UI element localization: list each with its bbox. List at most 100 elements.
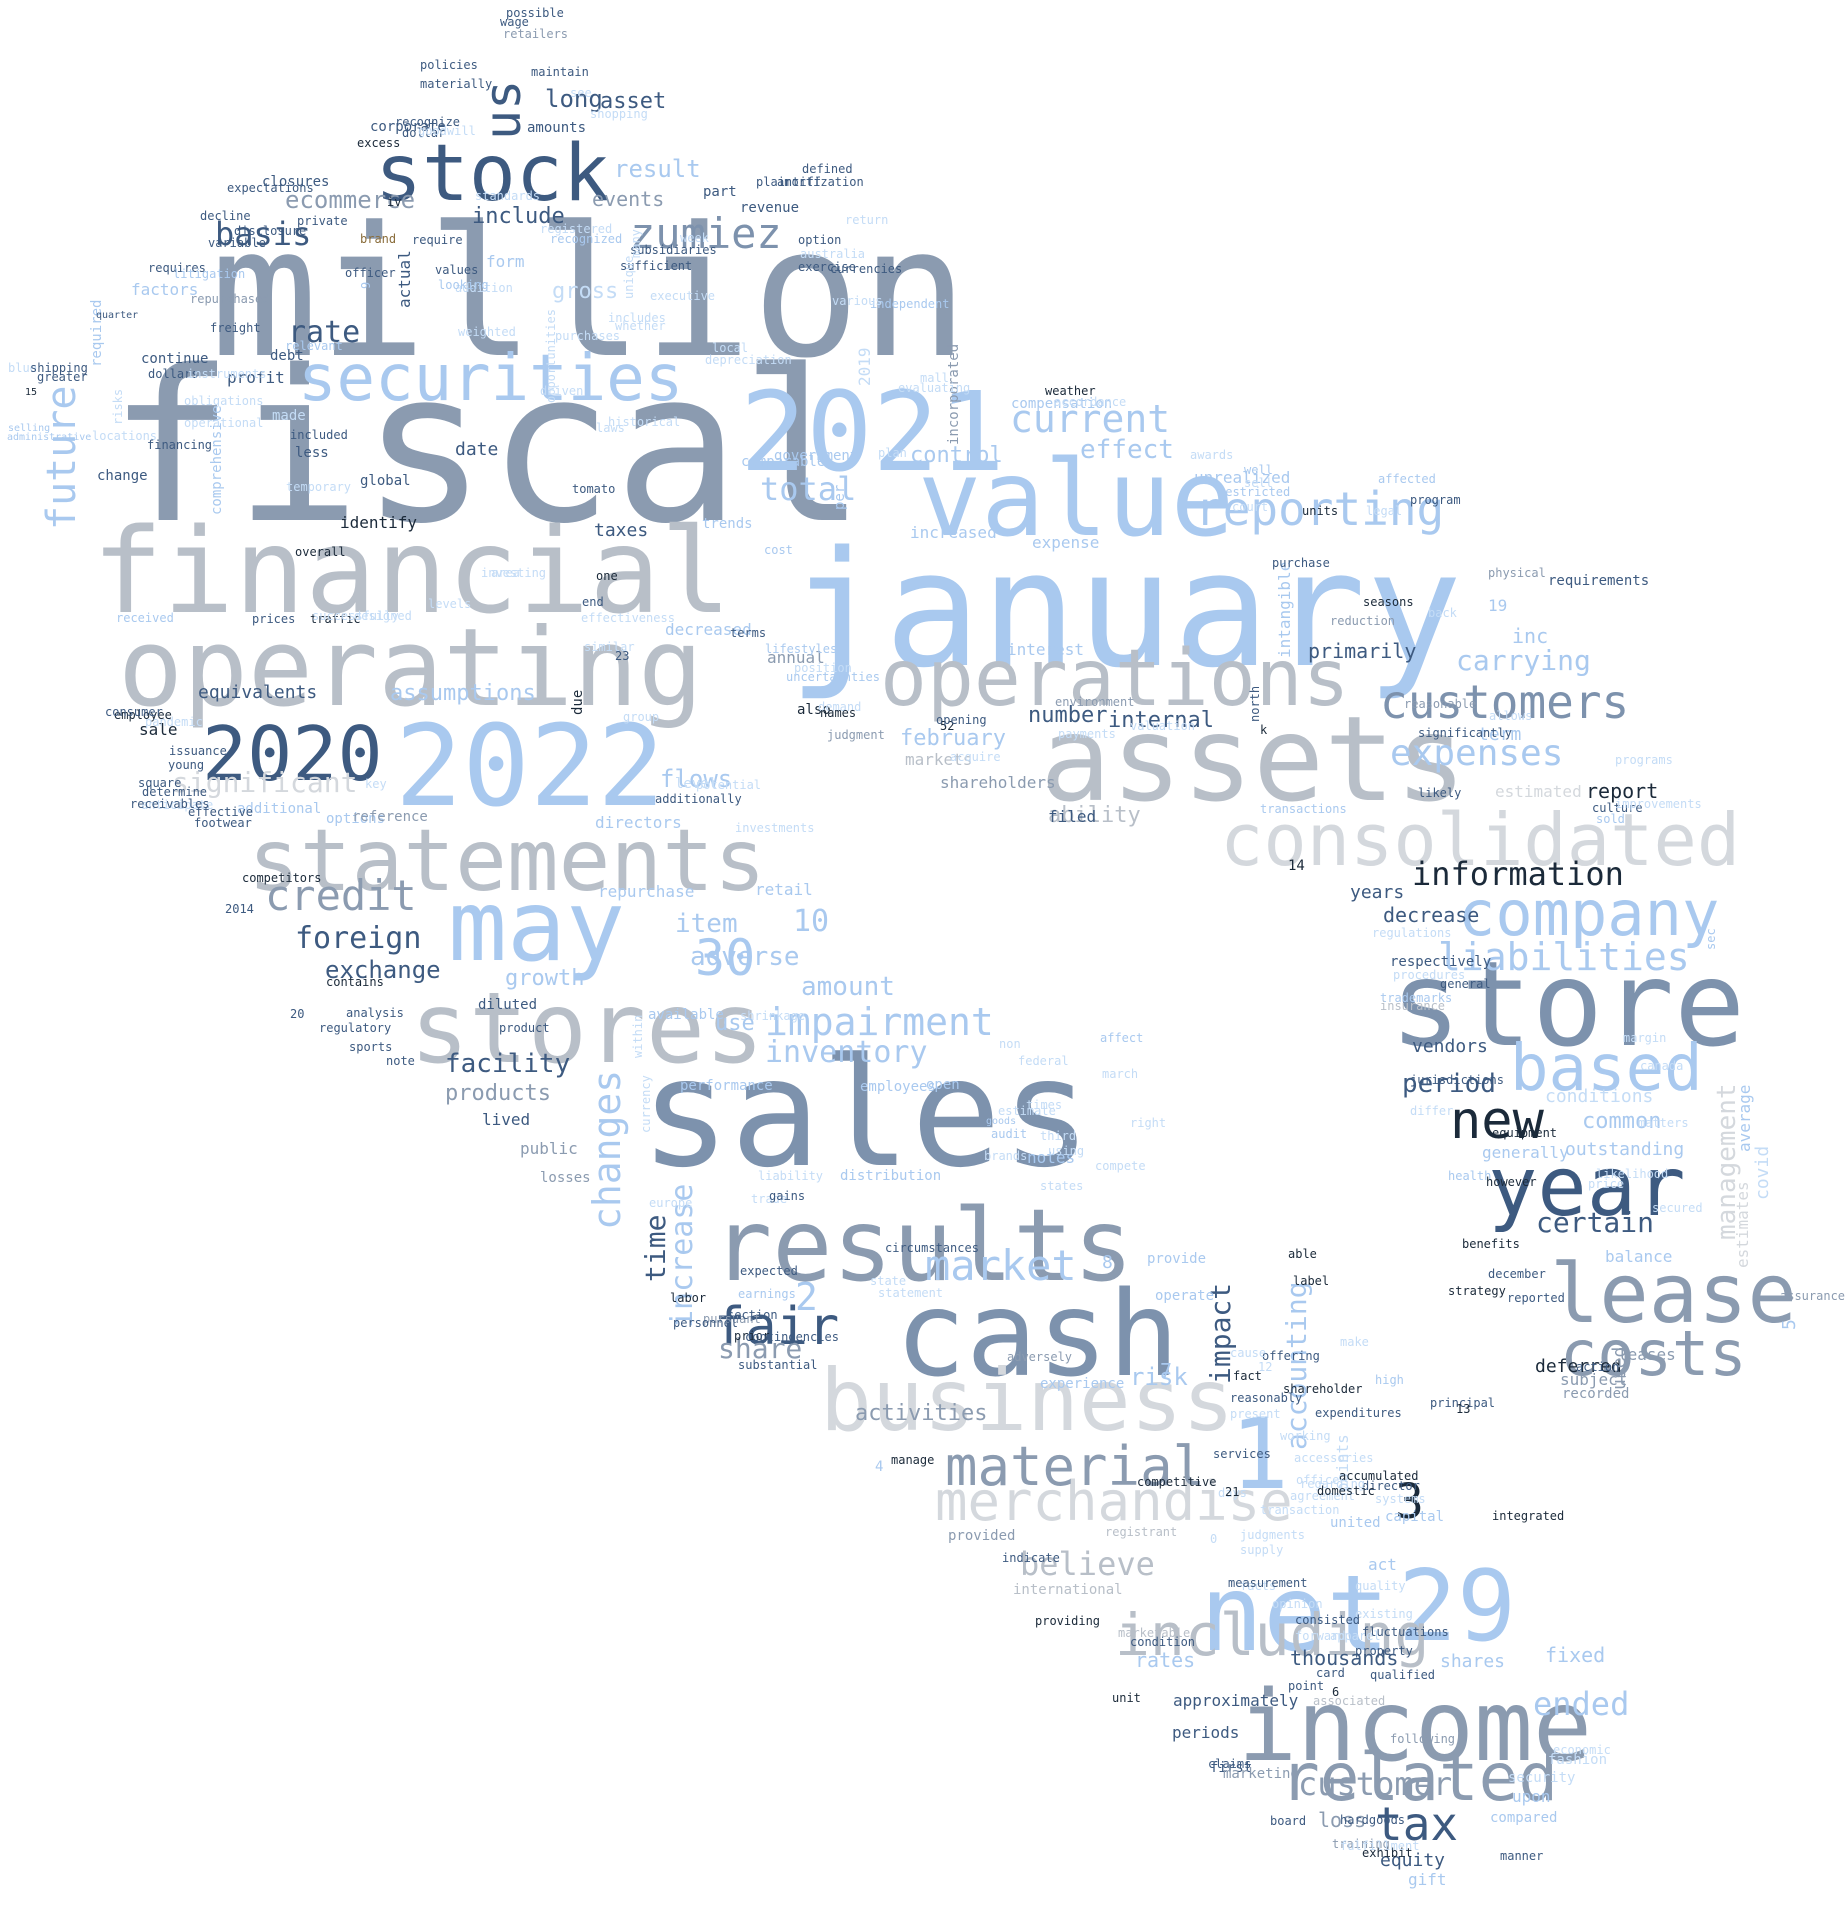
word-increase: increase	[665, 1184, 700, 1329]
word-plaintiff: plaintiff	[756, 175, 821, 189]
word-high: high	[1375, 1373, 1404, 1387]
word-business: business	[820, 1351, 1234, 1451]
word-environment: environment	[1055, 695, 1134, 709]
word-acquire: acquire	[950, 750, 1001, 764]
word-terms: terms	[730, 626, 766, 640]
word-using: using	[1048, 1144, 1084, 1158]
word-share: share	[718, 1332, 802, 1365]
word-reporting: reporting	[1195, 482, 1444, 536]
word-secured: secured	[1652, 1201, 1703, 1215]
word-sold: sold	[1596, 812, 1625, 826]
word-iv: iv	[387, 195, 401, 209]
word-effect: effect	[1080, 435, 1174, 465]
word-retail: retail	[755, 880, 813, 899]
word-transactions: transactions	[1260, 802, 1347, 816]
word-balance: balance	[1605, 1247, 1672, 1266]
word-regarding: regarding	[1300, 1477, 1365, 1491]
word-possible: possible	[506, 6, 564, 20]
word-regulations: regulations	[1372, 926, 1451, 940]
word-australia: australia	[800, 247, 865, 261]
word-revenue: revenue	[740, 200, 799, 216]
word-14: 14	[1288, 858, 1305, 874]
word-profit: profit	[227, 368, 285, 387]
word-levels: levels	[428, 597, 471, 611]
word-government: government	[774, 448, 858, 464]
word-date: date	[455, 439, 498, 460]
word-less: less	[295, 445, 329, 461]
word-accumulated: accumulated	[1339, 1469, 1418, 1483]
word-accessories: accessories	[1294, 1451, 1373, 1465]
word-deferred: deferred	[1535, 1356, 1622, 1377]
word-january: january	[788, 516, 1462, 703]
word-2019: 2019	[855, 347, 874, 386]
word-selling: selling	[8, 423, 50, 434]
word-performance: performance	[680, 1078, 773, 1094]
word-sales: sales	[640, 1027, 1092, 1201]
word-laws: laws	[596, 421, 625, 435]
word-may: may	[448, 870, 625, 984]
word-awards: awards	[1190, 448, 1233, 462]
word-form: form	[486, 252, 525, 271]
word-filed: filed	[1048, 807, 1096, 826]
word-earnings: earnings	[738, 1287, 796, 1301]
word-contingencies: contingencies	[745, 1330, 839, 1344]
word-various: various	[832, 294, 883, 308]
word-total: total	[760, 470, 856, 508]
word-respectively: respectively	[1390, 954, 1491, 970]
word-judgments: judgments	[1240, 1528, 1305, 1542]
word-comparable: comparable	[741, 454, 825, 470]
word-customers: customers	[1380, 675, 1629, 729]
word-use: use	[715, 1011, 755, 1036]
word-cost: cost	[764, 543, 793, 557]
word-2014: 2014	[225, 902, 254, 916]
word-based: based	[1510, 1032, 1703, 1106]
word-experience: experience	[1040, 1376, 1124, 1392]
word-vendors: vendors	[1412, 1036, 1488, 1057]
word-area: area	[491, 566, 520, 580]
word-interest: interest	[1007, 640, 1084, 659]
word-2021: 2021	[740, 368, 1005, 496]
word-subject: subject	[1560, 1370, 1627, 1389]
word-sports: sports	[349, 1040, 392, 1054]
word-dollar: dollar	[402, 126, 445, 140]
word-inventory: inventory	[765, 1035, 928, 1070]
word-anticipate: anticipate	[141, 798, 213, 812]
word-physical: physical	[1488, 566, 1546, 580]
word-sale: sale	[139, 720, 178, 739]
word-common: common	[1582, 1109, 1661, 1134]
word-material: material	[945, 1435, 1205, 1498]
word-unit: unit	[1112, 1691, 1141, 1705]
word-item: item	[675, 909, 738, 939]
word-position: position	[794, 661, 852, 675]
word-incorporated: incorporated	[946, 344, 962, 445]
word-amount: amount	[801, 972, 895, 1002]
word-2020: 2020	[202, 710, 383, 798]
word-thousands: thousands	[1290, 1646, 1398, 1670]
word-decrease: decrease	[1383, 903, 1479, 927]
word-greater: greater	[37, 370, 88, 384]
word-strategy: strategy	[1448, 1284, 1506, 1298]
word-changes: changes	[585, 1070, 629, 1230]
word-investments: investments	[735, 821, 814, 835]
word-currencies: currencies	[830, 262, 902, 276]
word-litigation: litigation	[173, 267, 245, 281]
word-reasonable: reasonable	[1404, 697, 1476, 711]
word-securities: securities	[298, 342, 683, 416]
word-procedures: procedures	[1393, 968, 1465, 982]
word-covid: covid	[1752, 1146, 1773, 1200]
word-operate: operate	[1155, 1288, 1214, 1304]
word-private: private	[297, 214, 348, 228]
word-looking: looking	[438, 278, 489, 292]
word-provide: provide	[1147, 1251, 1206, 1267]
word-unique: unique	[622, 256, 636, 299]
word-equity: equity	[1380, 1850, 1445, 1871]
word-lived: lived	[482, 1110, 530, 1129]
word-uncertainties: uncertainties	[786, 670, 880, 684]
word-statements: statements	[248, 811, 766, 911]
word-report: report	[1586, 779, 1658, 803]
word-names: names	[820, 706, 856, 720]
word-markets: markets	[905, 750, 972, 769]
word-training: training	[1332, 1837, 1390, 1851]
word-operations: operations	[880, 634, 1350, 724]
word-board: board	[1270, 1814, 1306, 1828]
